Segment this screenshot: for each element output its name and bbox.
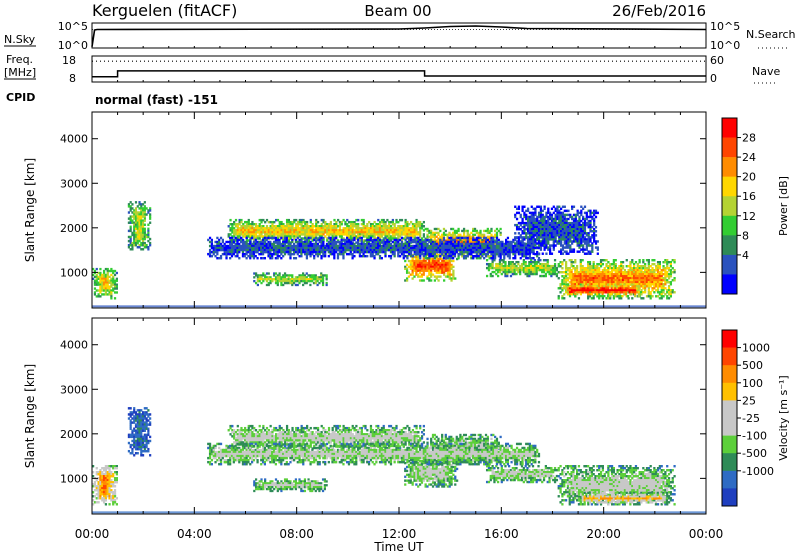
freq-label-line1: Freq. [6,53,33,66]
velocity-panel: 1000 2000 3000 4000 Slant Range [km] [23,318,706,514]
noise-right-bottom-tick: 10^0 [710,39,740,52]
colorbar-label: Velocity [m s⁻¹] [777,375,790,460]
x-tick-label: 16:00 [484,527,519,541]
colorbar-tick-label: -25 [742,412,760,425]
power-colorbar: 28 24 20 16 12 8 4 Power [dB] [722,118,790,294]
colorbar-swatch [722,400,737,418]
power-echo-band [565,284,640,298]
colorbar-tick-label: 8 [742,229,749,242]
colorbar-swatch [722,418,737,436]
velocity-y-axis-label: Slant Range [km] [23,364,37,468]
x-tick-label: 00:00 [75,527,110,541]
y-tick-label: 3000 [60,383,88,396]
y-tick-label: 1000 [60,266,88,279]
freq-panel-frame [92,56,706,82]
colorbar-tick-label: -1000 [742,465,774,478]
colorbar-swatch [722,348,737,366]
station-title: Kerguelen (fitACF) [92,1,237,20]
freq-label-line2: [MHz] [4,66,36,79]
colorbar-swatch [722,330,737,348]
colorbar-tick-label: 20 [742,171,756,184]
noise-right-top-tick: 10^5 [710,20,740,33]
y-tick-label: 1000 [60,472,88,485]
x-tick-label: 08:00 [279,527,314,541]
x-tick-label: 12:00 [382,527,417,541]
beam-title: Beam 00 [364,2,431,20]
freq-left-bottom-tick: 8 [69,72,76,85]
colorbar-swatch [722,157,737,177]
freq-left-top-tick: 18 [62,54,76,67]
colorbar-tick-label: 25 [742,394,756,407]
power-panel: 1000 2000 3000 4000 Slant Range [km] [23,112,706,308]
colorbar-swatch [722,488,737,506]
velocity-echo-band [253,478,328,492]
power-y-axis-label: Slant Range [km] [23,158,37,262]
colorbar-swatch [722,196,737,216]
colorbar-swatch [722,383,737,401]
colorbar-tick-label: 1000 [742,342,770,355]
colorbar-tick-label: 4 [742,249,749,262]
nsky-line [92,26,706,47]
y-tick-label: 3000 [60,177,88,190]
x-tick-label: 00:00 [689,527,724,541]
colorbar-swatch [722,255,737,275]
colorbar-label: Power [dB] [777,176,790,236]
y-tick-label: 2000 [60,222,88,235]
colorbar-tick-label: 500 [742,359,763,372]
noise-panel-frame [92,23,706,48]
date-title: 26/Feb/2016 [612,2,706,20]
y-tick-label: 2000 [60,428,88,441]
colorbar-tick-label: 16 [742,190,756,203]
colorbar-swatch [722,235,737,255]
y-tick-label: 4000 [60,133,88,146]
y-tick-label: 4000 [60,339,88,352]
colorbar-swatch [722,177,737,197]
x-tick-label: 04:00 [177,527,212,541]
colorbar-tick-label: 12 [742,210,756,223]
velocity-echo-band [92,465,118,505]
colorbar-swatch [722,274,737,294]
colorbar-swatch [722,436,737,454]
cpid-mode: normal (fast) -151 [95,93,218,107]
colorbar-tick-label: 24 [742,151,756,164]
colorbar-tick-label: -100 [742,430,767,443]
colorbar-tick-label: -500 [742,447,767,460]
x-axis-label: Time UT [373,540,424,554]
frequency-line [92,71,706,77]
colorbar-tick-label: 100 [742,377,763,390]
colorbar-swatch [722,471,737,489]
colorbar-tick-label: 28 [742,132,756,145]
nsearch-label: N.Search [746,28,796,41]
x-tick-label: 20:00 [586,527,621,541]
colorbar-swatch [722,453,737,471]
colorbar-swatch [722,118,737,138]
colorbar-swatch [722,138,737,158]
cpid-label: CPID [6,91,35,104]
nave-right-bottom-tick: 0 [710,72,717,85]
colorbar-swatch [722,216,737,236]
noise-left-top-tick: 10^5 [58,20,88,33]
noise-left-bottom-tick: 10^0 [58,39,88,52]
nave-right-top-tick: 60 [710,54,724,67]
colorbar-swatch [722,365,737,383]
nsky-label: N.Sky [4,33,36,46]
nave-label: Nave [752,65,780,78]
